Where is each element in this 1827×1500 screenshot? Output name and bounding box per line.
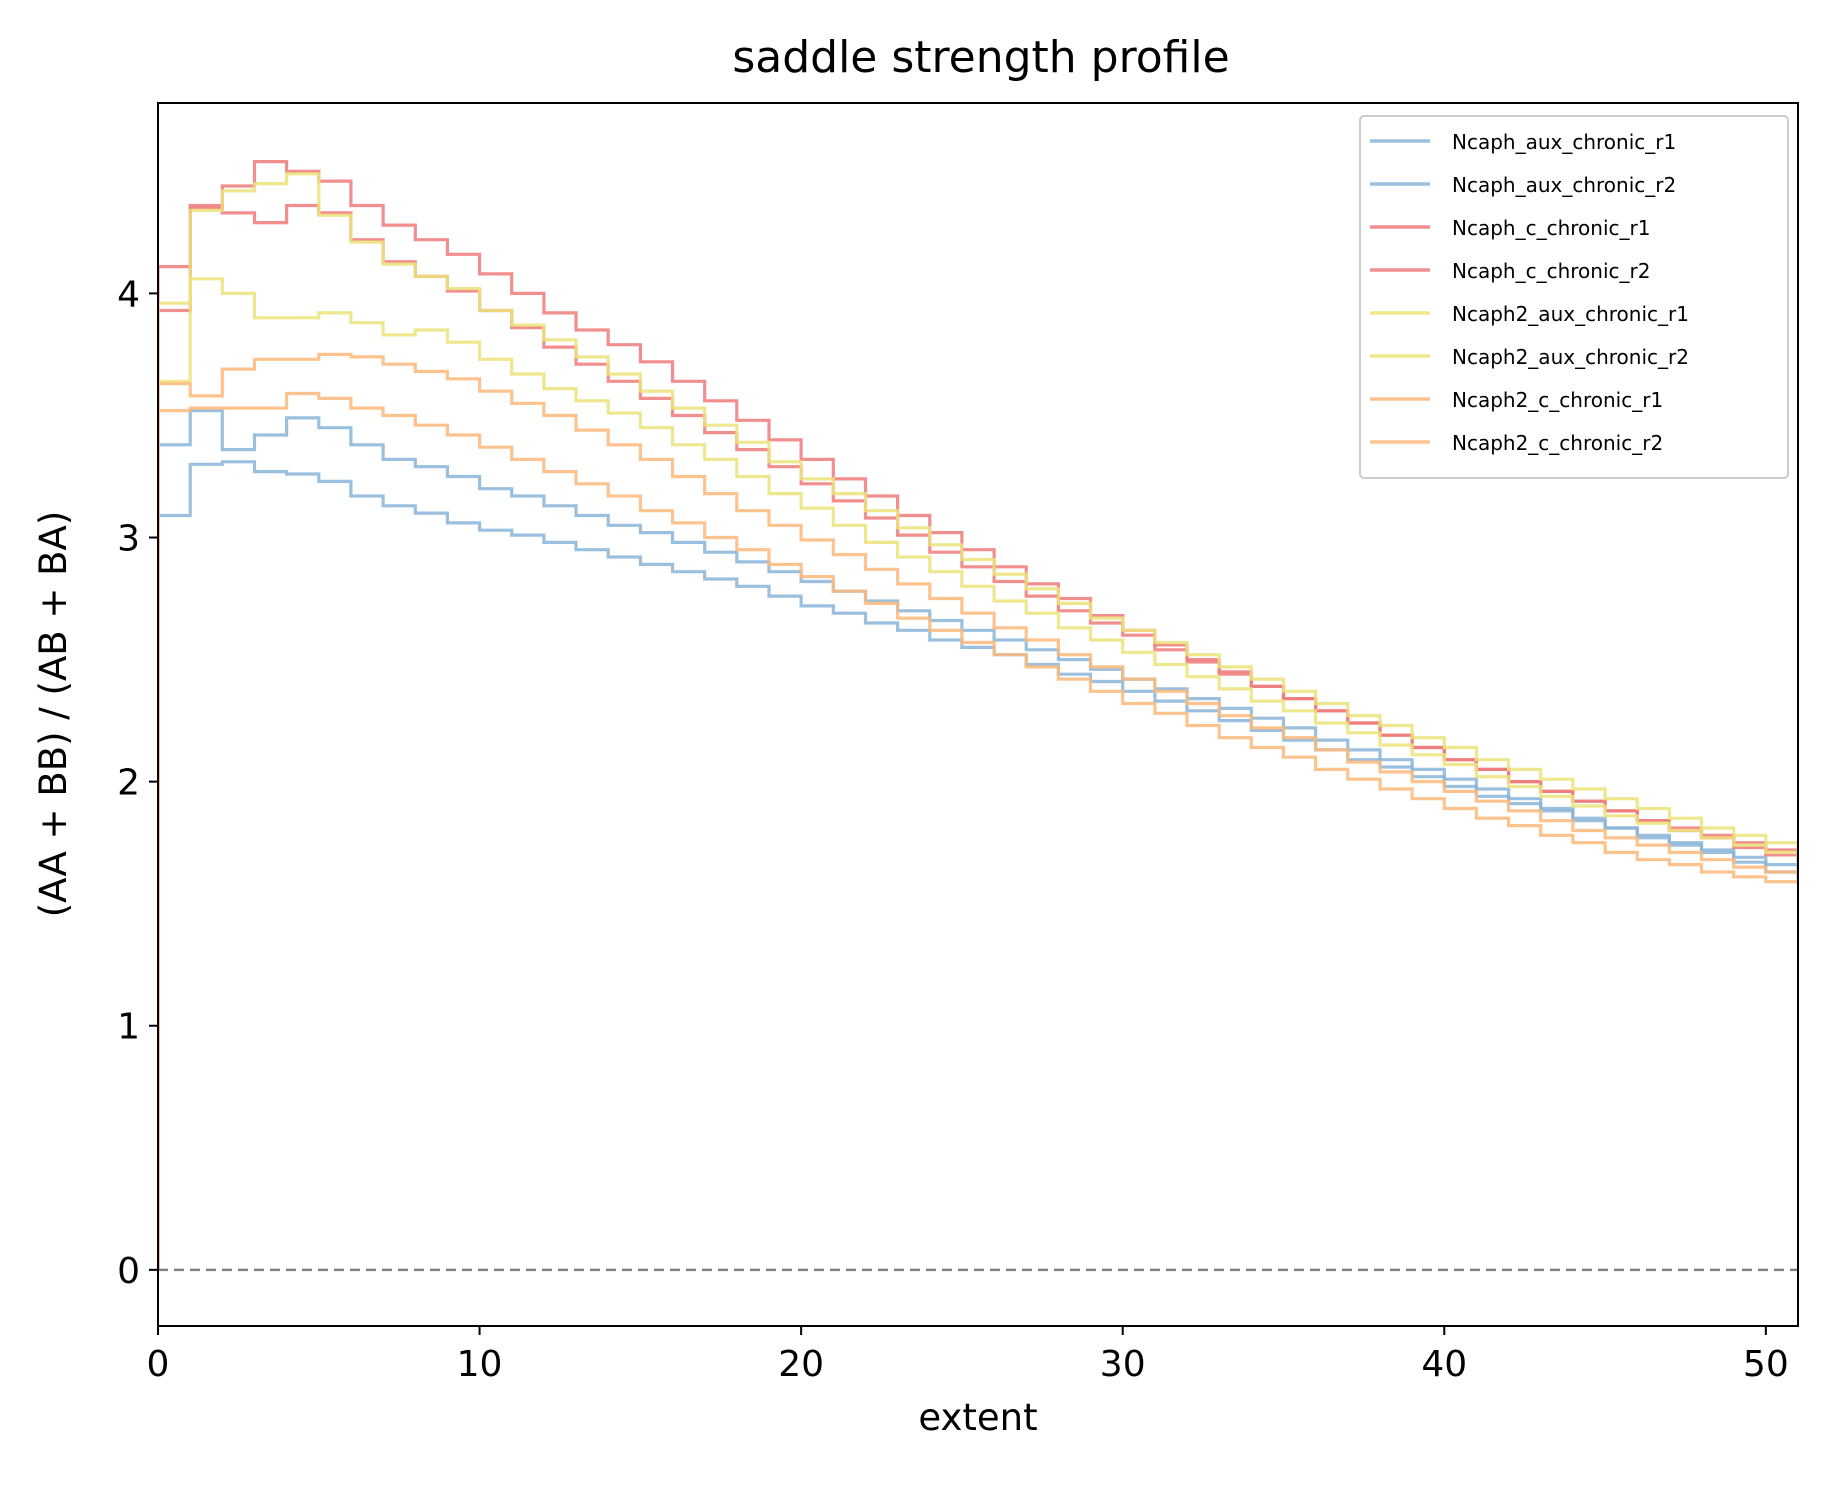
plot-frame bbox=[157, 102, 1799, 1327]
series-line-ncaph2-aux-chronic-r1 bbox=[158, 277, 1798, 1270]
legend-label: Ncaph2_c_chronic_r2 bbox=[1452, 431, 1663, 455]
legend-label: Ncaph_aux_chronic_r1 bbox=[1452, 130, 1676, 154]
x-axis-label: extent bbox=[918, 1396, 1037, 1439]
series-line-ncaph-aux-chronic-r2 bbox=[158, 409, 1798, 1270]
x-tick-label: 0 bbox=[147, 1344, 170, 1385]
y-tick-label: 1 bbox=[117, 1007, 140, 1048]
series-line-ncaph2-aux-chronic-r2 bbox=[158, 172, 1798, 1270]
plot-area bbox=[158, 160, 1798, 1272]
y-tick-label: 3 bbox=[117, 519, 140, 560]
y-tick-label: 4 bbox=[117, 274, 140, 315]
axis-ticks: 0 10 20 30 40 50 0 1 2 3 4 bbox=[117, 274, 1789, 1385]
x-tick-label: 50 bbox=[1743, 1344, 1789, 1385]
legend-label: Ncaph_c_chronic_r2 bbox=[1452, 259, 1650, 283]
series-line-ncaph-c-chronic-r2 bbox=[158, 160, 1798, 1270]
legend-box bbox=[1359, 115, 1789, 479]
legend-label: Ncaph2_c_chronic_r1 bbox=[1452, 388, 1663, 412]
x-tick-label: 10 bbox=[457, 1344, 503, 1385]
legend-label: Ncaph2_aux_chronic_r2 bbox=[1452, 345, 1689, 369]
y-tick-label: 2 bbox=[117, 763, 140, 804]
legend: Ncaph_aux_chronic_r1 Ncaph_aux_chronic_r2… bbox=[1359, 115, 1789, 479]
x-tick-label: 40 bbox=[1421, 1344, 1467, 1385]
series-line-ncaph2-c-chronic-r2 bbox=[158, 352, 1798, 1270]
y-axis-label: (AA + BB) / (AB + BA) bbox=[32, 511, 75, 918]
series-line-ncaph-aux-chronic-r1 bbox=[158, 460, 1798, 1270]
x-tick-label: 20 bbox=[778, 1344, 824, 1385]
x-tick-label: 30 bbox=[1100, 1344, 1146, 1385]
chart-title: saddle strength profile bbox=[732, 32, 1229, 83]
series-line-ncaph2-c-chronic-r1 bbox=[158, 391, 1798, 1270]
legend-label: Ncaph_aux_chronic_r2 bbox=[1452, 173, 1676, 197]
legend-label: Ncaph_c_chronic_r1 bbox=[1452, 216, 1650, 240]
legend-label: Ncaph2_aux_chronic_r1 bbox=[1452, 302, 1689, 326]
y-tick-label: 0 bbox=[117, 1251, 140, 1292]
